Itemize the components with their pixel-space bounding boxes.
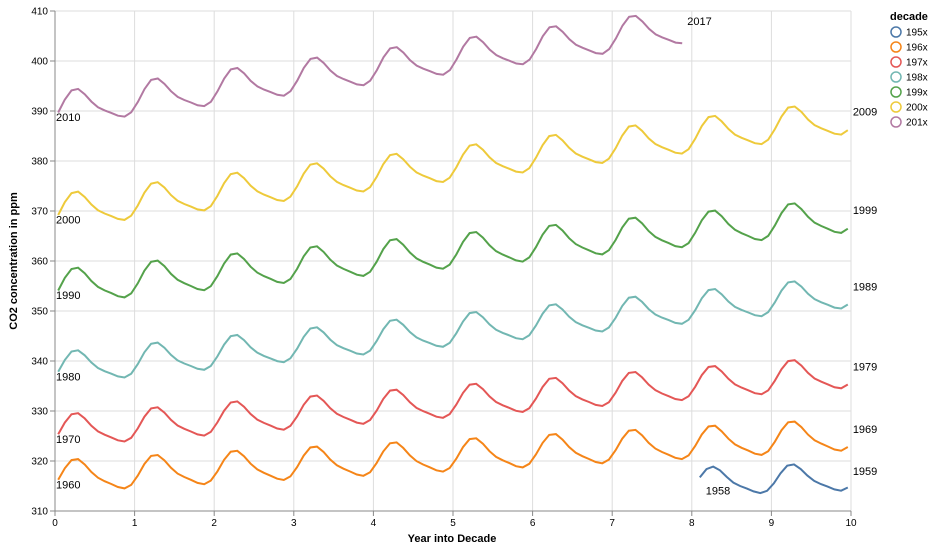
x-tick-label: 7	[609, 518, 615, 529]
end-label-195x: 1959	[853, 466, 877, 478]
end-label-200x: 2009	[853, 107, 877, 119]
end-label-199x: 1999	[853, 205, 877, 217]
x-tick-label: 8	[689, 518, 695, 529]
x-tick-label: 9	[769, 518, 775, 529]
end-label-197x: 1979	[853, 362, 877, 374]
x-tick-label: 1	[132, 518, 138, 529]
axes: 0 1 2 3 4 5 6 7 8 9 10 310 320 330 340 350 360 370 380 390 4…	[31, 7, 857, 530]
legend-label-201x: 201x	[906, 118, 928, 129]
legend: decade 195x 196x 197x 198x 199x 200x 201x	[890, 11, 928, 129]
y-tick-label: 360	[31, 257, 48, 268]
end-label-198x: 1989	[853, 282, 877, 294]
legend-symbol-195x	[890, 26, 902, 38]
line-201x	[57, 14, 683, 118]
end-label-196x: 1969	[853, 424, 877, 436]
line-199x	[57, 202, 849, 299]
y-tick-label: 390	[31, 107, 48, 118]
line-195x	[699, 463, 849, 495]
x-tick-label: 10	[845, 518, 857, 529]
legend-symbol-197x	[890, 56, 902, 68]
start-label-201x: 2010	[56, 112, 80, 124]
start-label-199x: 1990	[56, 290, 80, 302]
line-200x	[57, 105, 849, 221]
x-axis-title: Year into Decade	[408, 533, 497, 545]
y-tick-label: 330	[31, 407, 48, 418]
legend-label-195x: 195x	[906, 28, 928, 39]
end-label-201x: 2017	[687, 16, 711, 28]
y-tick-label: 320	[31, 457, 48, 468]
y-tick-label: 380	[31, 157, 48, 168]
y-tick-label: 400	[31, 57, 48, 68]
x-tick-label: 3	[291, 518, 297, 529]
series-labels: 1958 1959 1960 1969 1970 1979 1980 1989 1990 1999…	[56, 16, 877, 498]
y-tick-label: 410	[31, 7, 48, 18]
start-label-195x: 1958	[706, 486, 730, 498]
start-label-197x: 1970	[56, 434, 80, 446]
legend-label-199x: 199x	[906, 88, 928, 99]
series-lines	[57, 14, 849, 495]
legend-symbol-198x	[890, 71, 902, 83]
x-tick-label: 5	[450, 518, 456, 529]
y-tick-label: 310	[31, 507, 48, 518]
legend-title: decade	[890, 11, 928, 23]
legend-label-198x: 198x	[906, 73, 928, 84]
y-axis-title: CO2 concentration in ppm	[8, 192, 20, 330]
x-tick-label: 2	[211, 518, 217, 529]
legend-symbol-201x	[890, 116, 902, 128]
x-tick-label: 6	[530, 518, 536, 529]
start-label-196x: 1960	[56, 480, 80, 492]
legend-label-200x: 200x	[906, 103, 928, 114]
y-tick-label: 350	[31, 307, 48, 318]
line-196x	[57, 420, 849, 490]
legend-symbol-199x	[890, 86, 902, 98]
legend-symbol-200x	[890, 101, 902, 113]
legend-label-196x: 196x	[906, 43, 928, 54]
legend-symbol-196x	[890, 41, 902, 53]
y-tick-label: 340	[31, 357, 48, 368]
legend-label-197x: 197x	[906, 58, 928, 69]
line-198x	[57, 280, 849, 379]
start-label-200x: 2000	[56, 215, 80, 227]
x-tick-label: 4	[371, 518, 377, 529]
y-tick-label: 370	[31, 207, 48, 218]
line-197x	[57, 359, 849, 443]
start-label-198x: 1980	[56, 372, 80, 384]
x-tick-label: 0	[52, 518, 58, 529]
